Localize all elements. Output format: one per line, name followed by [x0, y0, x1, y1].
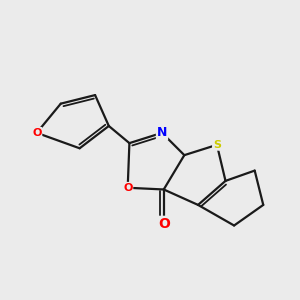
Text: S: S	[213, 140, 221, 150]
Text: O: O	[158, 217, 170, 231]
Text: O: O	[123, 183, 132, 193]
Text: O: O	[32, 128, 41, 138]
Text: N: N	[157, 126, 167, 139]
